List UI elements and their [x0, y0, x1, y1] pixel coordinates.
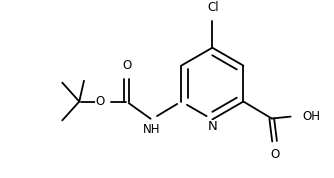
Text: Cl: Cl — [207, 1, 219, 14]
Text: O: O — [123, 59, 132, 72]
Text: O: O — [270, 148, 279, 161]
Text: OH: OH — [302, 110, 320, 123]
Text: N: N — [207, 120, 217, 133]
Text: O: O — [96, 95, 105, 108]
Text: NH: NH — [143, 123, 161, 136]
